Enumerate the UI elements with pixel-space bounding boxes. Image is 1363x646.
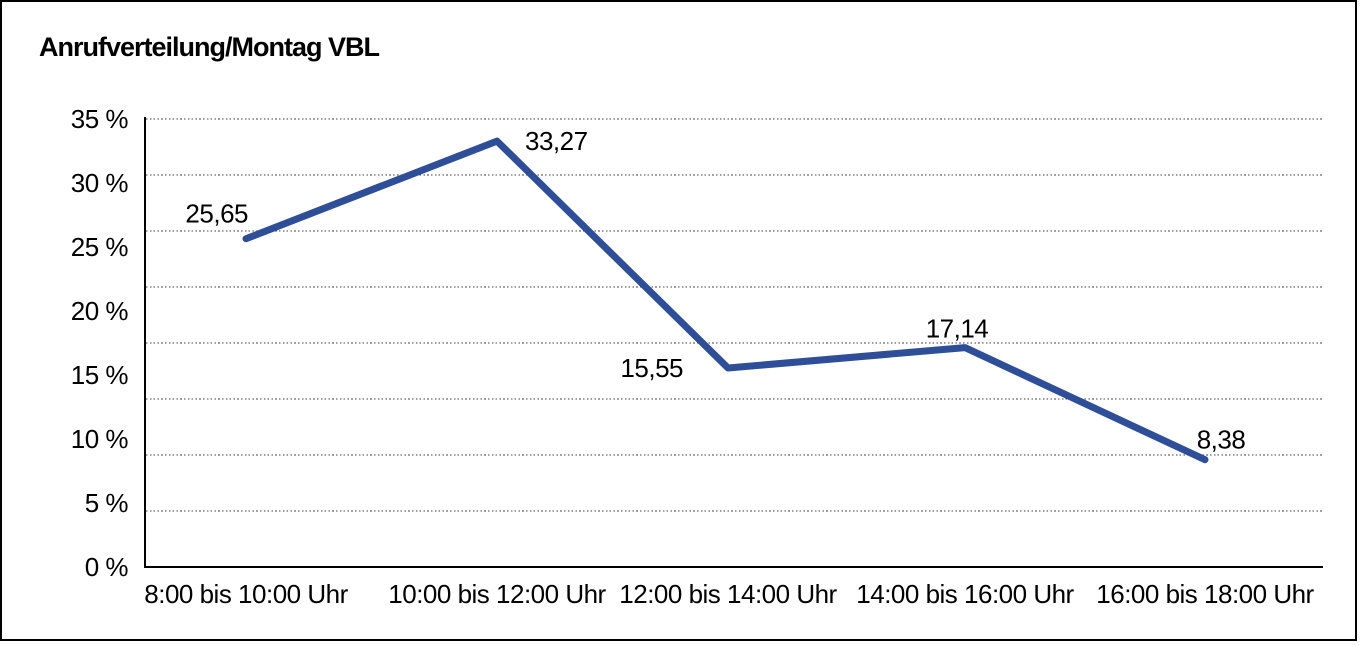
y-axis-tick-label: 25 %	[71, 232, 129, 262]
x-axis-category-label: 10:00 bis 12:00 Uhr	[388, 579, 606, 609]
y-axis-tick-label: 35 %	[71, 104, 129, 134]
data-point-label: 25,65	[185, 199, 248, 229]
y-axis-tick-label: 20 %	[71, 296, 129, 326]
x-axis-category-label: 16:00 bis 18:00 Uhr	[1096, 579, 1314, 609]
data-labels: 25,65 33,27 15,55 17,14 8,38	[185, 126, 1245, 455]
axes	[144, 117, 1323, 568]
data-point-label: 17,14	[926, 314, 989, 344]
x-axis-labels: 8:00 bis 10:00 Uhr 10:00 bis 12:00 Uhr 12:…	[144, 579, 1315, 609]
y-axis-tick-label: 30 %	[71, 168, 129, 198]
data-point-label: 8,38	[1197, 425, 1246, 455]
y-axis-tick-label: 10 %	[71, 424, 129, 454]
y-axis-tick-label: 15 %	[71, 360, 129, 390]
gridlines	[146, 118, 1323, 512]
x-axis-category-label: 14:00 bis 16:00 Uhr	[856, 579, 1074, 609]
y-axis-tick-label: 0 %	[85, 552, 129, 582]
x-axis-category-label: 8:00 bis 10:00 Uhr	[144, 579, 348, 609]
y-axis-labels: 35 % 30 % 25 % 20 % 15 % 10 % 5 % 0 %	[71, 104, 129, 582]
x-axis-category-label: 12:00 bis 14:00 Uhr	[619, 579, 837, 609]
data-series	[242, 137, 1209, 464]
data-point-label: 33,27	[525, 126, 588, 156]
chart-title: Anrufverteilung/Montag VBL	[39, 32, 380, 62]
y-axis-tick-label: 5 %	[85, 488, 129, 518]
data-line	[242, 137, 1209, 464]
data-point-label: 15,55	[620, 353, 683, 383]
